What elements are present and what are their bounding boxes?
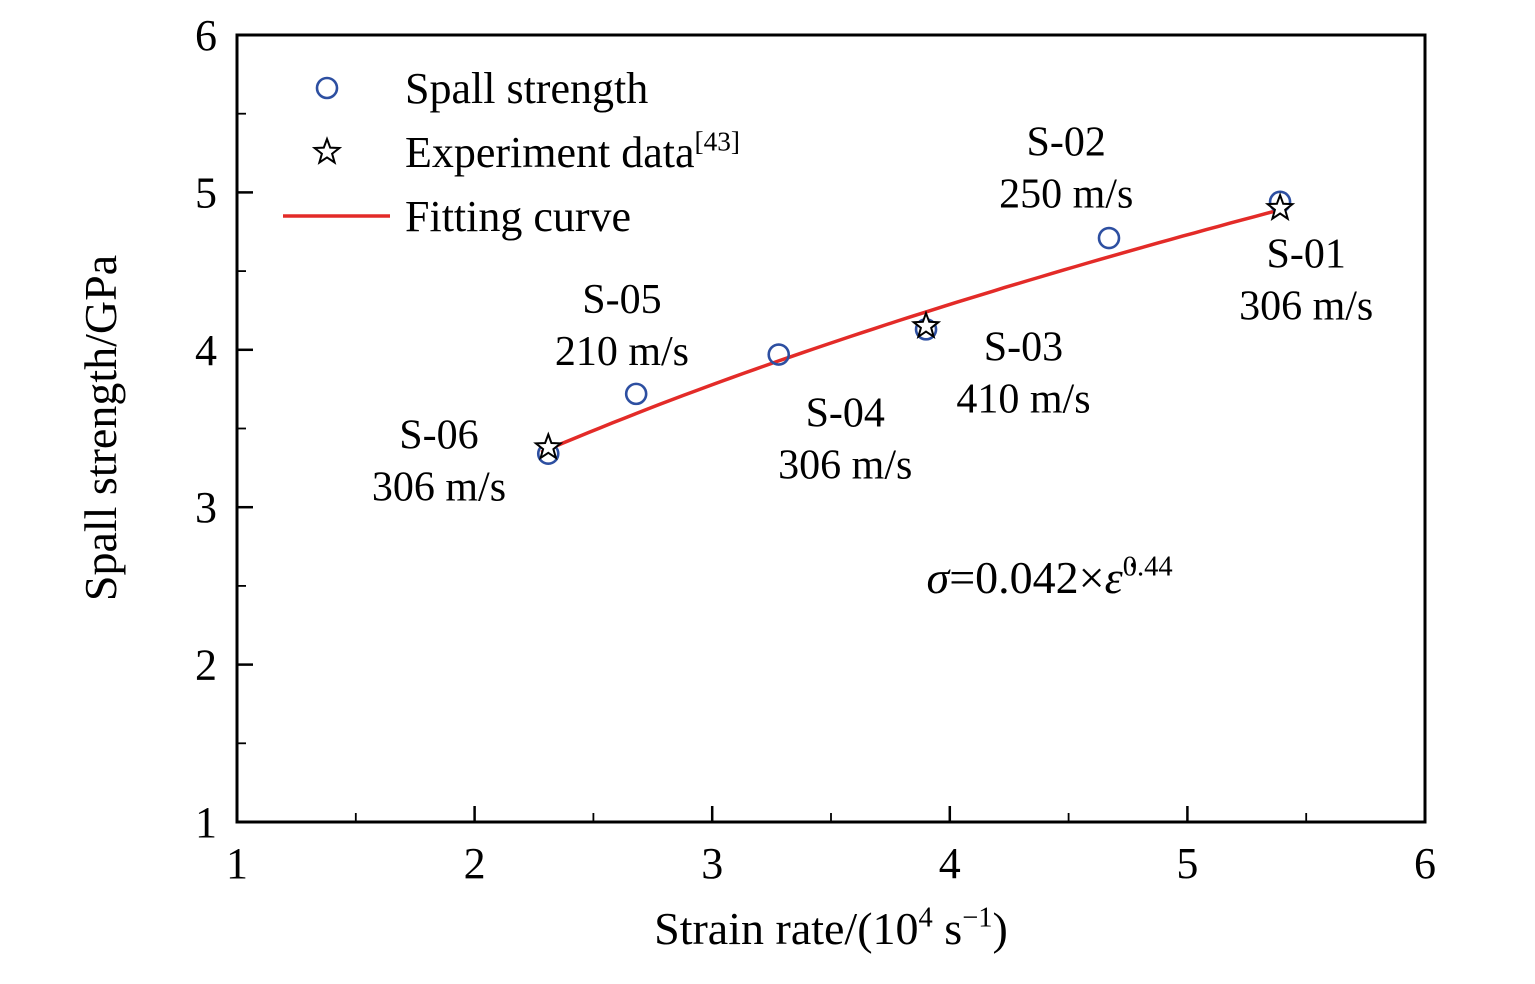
legend-layer: Spall strength Experiment data[43] Fitting… — [283, 64, 740, 241]
x-tick-label: 6 — [1414, 839, 1436, 888]
legend-label: Fitting curve — [405, 192, 631, 241]
y-tick-label: 3 — [195, 483, 217, 532]
y-axis-title: Spall strength/GPa — [75, 255, 126, 601]
legend-star-marker — [311, 136, 343, 165]
x-axis-title: Strain rate/(104 s−1) — [654, 903, 1008, 955]
y-tick-label: 2 — [195, 641, 217, 690]
fitting-curve-layer — [540, 208, 1279, 454]
point-labels-layer: S-06 306 m/s S-05 210 m/s S-04 306 m/s S-03 410… — [372, 120, 1373, 511]
experiment-data-point — [910, 310, 942, 340]
point-label: S-06 306 m/s — [372, 412, 506, 510]
data-points-layer — [533, 190, 1296, 465]
legend-label: Spall strength — [405, 64, 648, 113]
y-tick-label: 4 — [195, 326, 217, 375]
legend-circle-marker — [315, 76, 339, 100]
x-tick-label: 4 — [939, 839, 961, 888]
x-tick-label: 5 — [1176, 839, 1198, 888]
experiment-data-point — [533, 431, 564, 461]
point-label: S-02 250 m/s — [999, 120, 1133, 218]
fit-equation: σ=0.042×ε̇0.44 — [927, 552, 1173, 604]
point-label: S-04 306 m/s — [778, 390, 912, 488]
spall-strength-point — [767, 343, 791, 366]
fitting-curve — [540, 208, 1279, 454]
spall-strength-point — [624, 382, 648, 406]
spall-strength-point — [1097, 226, 1121, 250]
experiment-data-point — [1264, 192, 1296, 222]
y-tick-label: 5 — [195, 168, 217, 217]
legend-label: Experiment data[43] — [405, 126, 740, 177]
point-label: S-01 306 m/s — [1239, 231, 1373, 329]
x-tick-label: 1 — [226, 839, 248, 888]
axes-layer: 1 2 3 4 5 6 1 2 3 4 5 6 Strain rate/(104 s−1) Spall s… — [75, 11, 1436, 954]
y-tick-label: 1 — [195, 798, 217, 847]
x-tick-label: 3 — [701, 839, 723, 888]
point-label: S-05 210 m/s — [555, 277, 689, 375]
fit-equation-layer: σ=0.042×ε̇0.44 — [927, 552, 1173, 604]
x-tick-label: 2 — [464, 839, 486, 888]
point-label: S-03 410 m/s — [956, 324, 1090, 422]
y-tick-label: 6 — [195, 11, 217, 60]
